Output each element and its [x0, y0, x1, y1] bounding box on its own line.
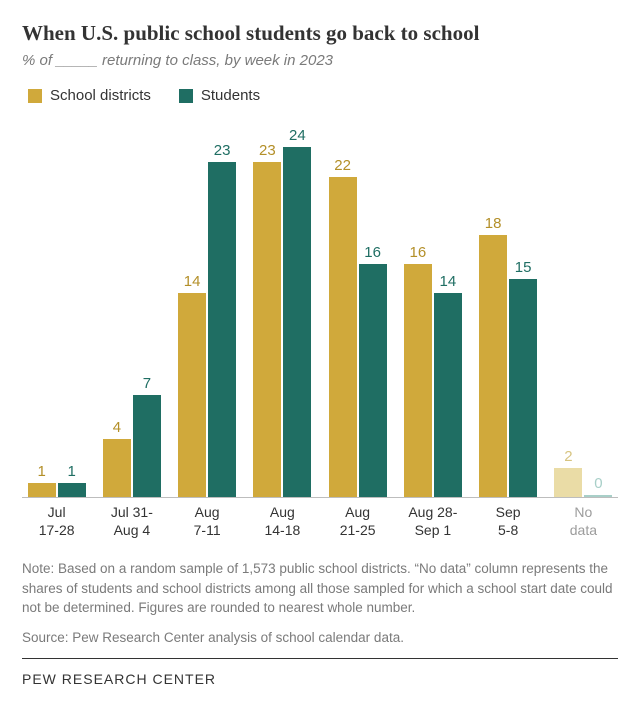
legend-item-series1: School districts [28, 87, 151, 104]
x-axis-label: Aug14-18 [252, 504, 313, 539]
bar-value-label: 18 [485, 215, 502, 232]
bar-group: 1614 [402, 118, 463, 497]
legend-label-1: School districts [50, 87, 151, 104]
bar-value-label: 23 [214, 142, 231, 159]
bar-value-label: 1 [37, 463, 45, 480]
legend-item-series2: Students [179, 87, 260, 104]
bar-value-label: 14 [184, 273, 201, 290]
x-axis-label: Aug 28-Sep 1 [402, 504, 463, 539]
chart-subtitle: % of _____ returning to class, by week i… [22, 52, 618, 69]
bar-group: 20 [553, 118, 614, 497]
bar-series2: 1 [58, 483, 86, 498]
bar-value-label: 16 [410, 244, 427, 261]
chart-source: Source: Pew Research Center analysis of … [22, 628, 618, 648]
chart-title: When U.S. public school students go back… [22, 20, 618, 46]
legend: School districts Students [22, 87, 618, 104]
legend-swatch-2 [179, 89, 193, 103]
bar-value-label: 15 [515, 259, 532, 276]
x-axis-label: Sep5-8 [478, 504, 539, 539]
bar-series2: 23 [208, 162, 236, 497]
bar-value-label: 1 [67, 463, 75, 480]
bar-value-label: 24 [289, 127, 306, 144]
legend-label-2: Students [201, 87, 260, 104]
bar-value-label: 16 [364, 244, 381, 261]
bar-value-label: 22 [334, 157, 351, 174]
x-axis-labels: Jul17-28 Jul 31-Aug 4 Aug7-11 Aug14-18 Aug21… [22, 498, 618, 539]
bar-series2: 0 [584, 495, 612, 497]
bar-series1: 14 [178, 293, 206, 497]
bar-series1: 2 [554, 468, 582, 497]
bar-value-label: 2 [564, 448, 572, 465]
x-axis-label: Nodata [553, 504, 614, 539]
bar-series2: 7 [133, 395, 161, 497]
bar-value-label: 0 [594, 475, 602, 492]
bar-group: 2216 [327, 118, 388, 497]
bar-series2: 14 [434, 293, 462, 497]
bar-group: 47 [101, 118, 162, 497]
chart-note: Note: Based on a random sample of 1,573 … [22, 559, 618, 618]
bar-series2: 15 [509, 279, 537, 498]
x-axis-label: Jul17-28 [26, 504, 87, 539]
bar-series1: 4 [103, 439, 131, 497]
bar-series1: 16 [404, 264, 432, 497]
bar-value-label: 4 [113, 419, 121, 436]
bar-series1: 23 [253, 162, 281, 497]
x-axis-label: Aug7-11 [177, 504, 238, 539]
bar-chart: 11471423232422161614181520 [22, 118, 618, 498]
bar-value-label: 23 [259, 142, 276, 159]
bar-group: 1815 [478, 118, 539, 497]
bar-series1: 1 [28, 483, 56, 498]
legend-swatch-1 [28, 89, 42, 103]
x-axis-label: Aug21-25 [327, 504, 388, 539]
bar-value-label: 14 [440, 273, 457, 290]
bar-series1: 22 [329, 177, 357, 498]
footer-attribution: PEW RESEARCH CENTER [22, 658, 618, 687]
bar-group: 11 [26, 118, 87, 497]
bar-series2: 16 [359, 264, 387, 497]
bar-series1: 18 [479, 235, 507, 497]
x-axis-label: Jul 31-Aug 4 [101, 504, 162, 539]
bar-value-label: 7 [143, 375, 151, 392]
bar-group: 2324 [252, 118, 313, 497]
bar-series2: 24 [283, 147, 311, 497]
bar-group: 1423 [177, 118, 238, 497]
